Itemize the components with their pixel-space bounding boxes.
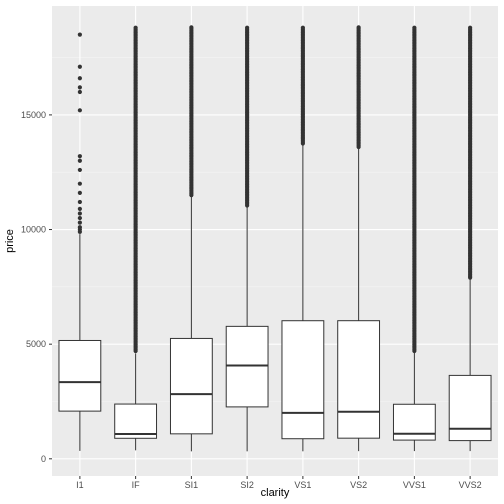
outlier-point (189, 25, 194, 30)
minor-gridlines (52, 57, 498, 402)
x-tick-label: VVS2 (459, 480, 482, 490)
outlier-point (77, 199, 82, 205)
box-iqr (337, 320, 381, 439)
outlier-point (356, 25, 361, 30)
x-tick-label: SI2 (240, 480, 254, 490)
box-SI1 (169, 195, 213, 452)
outlier-point (77, 158, 82, 163)
outlier-point (77, 225, 82, 230)
outlier-point (77, 32, 82, 37)
y-axis-ticks: 0 5000 10000 15000 (21, 110, 52, 464)
x-tick-label: SI1 (185, 480, 199, 490)
outlier-point (77, 85, 82, 90)
panel-background (52, 6, 498, 476)
outlier-point (77, 76, 82, 81)
outlier-point (300, 25, 305, 30)
outlier-point (133, 25, 138, 30)
outlier-point (77, 190, 82, 195)
outlier-point (77, 167, 82, 173)
x-tick-label: VS2 (350, 480, 367, 490)
x-tick-label: VVS1 (403, 480, 426, 490)
x-axis-ticks: I1 IF SI1 SI2 VS1 VS2 VVS1 VVS2 (76, 476, 482, 490)
outlier-point (77, 64, 82, 69)
box-iqr (281, 320, 325, 440)
y-tick-label: 5000 (26, 339, 46, 349)
outlier-point (245, 25, 250, 30)
outlier-point (77, 181, 82, 186)
box-iqr (169, 337, 213, 435)
x-tick-label: I1 (76, 480, 84, 490)
box-iqr (114, 403, 158, 439)
y-tick-label: 0 (41, 454, 46, 464)
x-tick-label: IF (132, 480, 141, 490)
outlier-point (77, 108, 82, 113)
outlier-point (77, 89, 82, 95)
outlier-point (77, 220, 82, 225)
box-iqr (448, 374, 492, 442)
outlier-point (77, 211, 82, 216)
outlier-point (412, 25, 417, 30)
box-SI2 (225, 205, 269, 452)
box-IF (114, 353, 158, 451)
box-VS1 (281, 143, 325, 452)
y-tick-label: 10000 (21, 225, 46, 235)
y-axis-title: price (4, 229, 16, 253)
x-axis-title: clarity (261, 487, 290, 499)
x-tick-label: VS1 (294, 480, 311, 490)
box-iqr (225, 325, 269, 408)
box-I1 (58, 234, 102, 451)
box-VVS2 (448, 277, 492, 452)
outlier-point (468, 25, 473, 30)
box-series (58, 25, 492, 452)
box-VS2 (337, 147, 381, 452)
y-tick-label: 15000 (21, 110, 46, 120)
outlier-point (77, 154, 82, 159)
box-VVS1 (392, 351, 436, 452)
outlier-point (77, 206, 82, 212)
box-iqr (58, 339, 102, 412)
outlier-point (77, 215, 82, 221)
